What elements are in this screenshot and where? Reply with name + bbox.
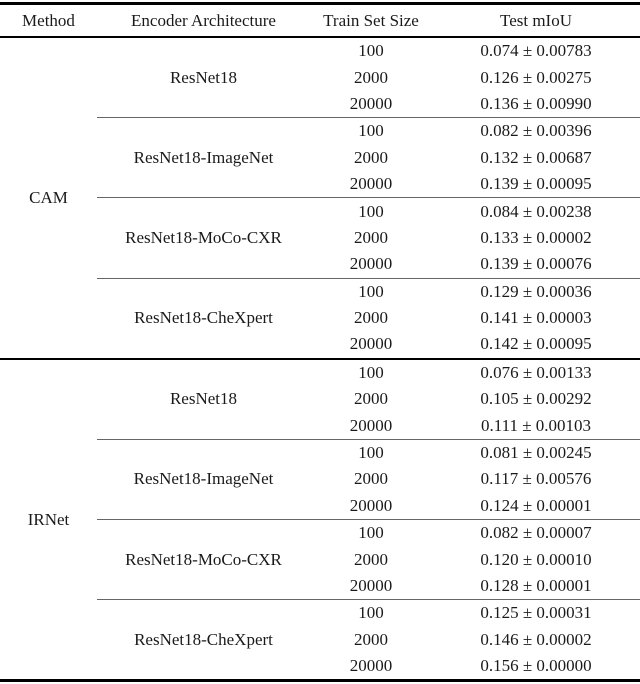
section-cam: CAM ResNet18 100 0.074 ± 0.00783 2000 0.… xyxy=(0,37,640,359)
table-row: CAM ResNet18 100 0.074 ± 0.00783 xyxy=(0,37,640,207)
train-size-cell: 20000 xyxy=(349,334,393,354)
miou-cell: 0.146 ± 0.00002 xyxy=(480,629,592,649)
col-header-method: Method xyxy=(0,2,97,38)
train-size-cell: 100 xyxy=(310,117,432,145)
table-row: 2000 0.120 ± 0.00010 xyxy=(0,546,640,572)
train-size-cell: 2000 xyxy=(354,147,388,167)
encoder-cell: ResNet18-MoCo-CXR xyxy=(97,197,310,279)
train-size-cell: 20000 xyxy=(349,495,393,515)
train-size-cell: 100 xyxy=(358,41,384,61)
train-size-cell: 20000 xyxy=(349,254,393,274)
table-row: 20000 0.156 ± 0.00000 xyxy=(0,653,640,681)
table-row: IRNet ResNet18 100 0.076 ± 0.00133 xyxy=(0,357,640,681)
miou-cell: 0.084 ± 0.00238 xyxy=(432,197,640,225)
miou-cell: 0.156 ± 0.00000 xyxy=(480,656,592,676)
train-size-cell: 100 xyxy=(310,599,432,627)
train-size-cell: 20000 xyxy=(349,93,393,113)
header-row: Method Encoder Architecture Train Set Si… xyxy=(0,2,640,38)
table-row: 20000 0.136 ± 0.00990 xyxy=(0,91,640,118)
train-size-cell: 20000 xyxy=(349,656,393,676)
table-row: ResNet18-MoCo-CXR 100 0.082 ± 0.00007 xyxy=(0,519,640,600)
miou-cell: 0.133 ± 0.00002 xyxy=(480,227,592,247)
train-size-cell: 20000 xyxy=(349,415,393,435)
table-row: ResNet18-CheXpert 100 0.125 ± 0.00031 xyxy=(0,599,640,681)
miou-cell: 0.082 ± 0.00007 xyxy=(432,519,640,547)
train-size-cell: 100 xyxy=(310,438,432,467)
col-header-miou: Test mIoU xyxy=(432,2,640,38)
table-row: ResNet18-CheXpert 100 0.129 ± 0.00036 xyxy=(0,277,640,359)
col-header-size: Train Set Size xyxy=(310,2,432,38)
miou-cell: 0.141 ± 0.00003 xyxy=(480,308,592,328)
miou-cell: 0.139 ± 0.00076 xyxy=(480,254,592,274)
train-size-cell: 2000 xyxy=(354,469,388,489)
table-row: 20000 0.128 ± 0.00001 xyxy=(0,573,640,600)
encoder-cell: ResNet18 xyxy=(169,67,238,87)
miou-cell: 0.125 ± 0.00031 xyxy=(432,599,640,627)
miou-cell: 0.132 ± 0.00687 xyxy=(480,147,592,167)
method-cell: CAM xyxy=(29,187,68,207)
miou-cell: 0.129 ± 0.00036 xyxy=(432,277,640,305)
train-size-cell: 20000 xyxy=(349,174,393,194)
miou-cell: 0.117 ± 0.00576 xyxy=(480,469,592,489)
miou-cell: 0.128 ± 0.00001 xyxy=(480,576,592,595)
miou-cell: 0.124 ± 0.00001 xyxy=(480,495,592,515)
table-row: 2000 0.133 ± 0.00002 xyxy=(0,225,640,251)
encoder-cell: ResNet18-CheXpert xyxy=(97,277,310,359)
train-size-cell: 100 xyxy=(310,277,432,305)
train-size-cell: 2000 xyxy=(354,389,388,409)
encoder-cell: ResNet18-MoCo-CXR xyxy=(97,519,310,600)
table-row: 20000 0.111 ± 0.00103 xyxy=(0,412,640,439)
table-row: 20000 0.139 ± 0.00095 xyxy=(0,171,640,198)
miou-cell: 0.136 ± 0.00990 xyxy=(480,93,592,113)
table-row: 2000 0.132 ± 0.00687 xyxy=(0,145,640,171)
miou-cell: 0.081 ± 0.00245 xyxy=(432,438,640,467)
table-row: ResNet18-ImageNet 100 0.082 ± 0.00396 xyxy=(0,117,640,198)
encoder-cell: ResNet18-CheXpert xyxy=(97,599,310,681)
table-row: ResNet18-MoCo-CXR 100 0.084 ± 0.00238 xyxy=(0,197,640,279)
train-size-cell: 100 xyxy=(310,357,432,387)
table-row: 2000 0.126 ± 0.00275 xyxy=(0,64,640,90)
miou-cell: 0.105 ± 0.00292 xyxy=(480,389,592,409)
miou-cell: 0.082 ± 0.00396 xyxy=(432,117,640,145)
train-size-cell: 2000 xyxy=(354,629,388,649)
miou-cell: 0.126 ± 0.00275 xyxy=(480,67,592,87)
table-row: 20000 0.142 ± 0.00095 xyxy=(0,331,640,358)
table-row: 20000 0.139 ± 0.00076 xyxy=(0,251,640,278)
table-row: 2000 0.105 ± 0.00292 xyxy=(0,386,640,412)
section-irnet: IRNet ResNet18 100 0.076 ± 0.00133 2000 … xyxy=(0,357,640,681)
col-header-encoder: Encoder Architecture xyxy=(97,2,310,38)
train-size-cell: 20000 xyxy=(349,576,393,595)
train-size-cell: 2000 xyxy=(354,227,388,247)
train-size-cell: 100 xyxy=(310,519,432,547)
encoder-cell: ResNet18 xyxy=(97,357,310,440)
table-row: ResNet18-ImageNet 100 0.081 ± 0.00245 xyxy=(0,438,640,520)
train-size-cell: 2000 xyxy=(354,67,388,87)
train-size-cell: 100 xyxy=(310,197,432,225)
miou-cell: 0.076 ± 0.00133 xyxy=(432,357,640,387)
miou-cell: 0.111 ± 0.00103 xyxy=(480,415,592,435)
table-row: 2000 0.141 ± 0.00003 xyxy=(0,305,640,331)
miou-cell: 0.142 ± 0.00095 xyxy=(480,334,592,354)
table-row: 2000 0.117 ± 0.00576 xyxy=(0,466,640,492)
encoder-cell: ResNet18-ImageNet xyxy=(97,117,310,198)
train-size-cell: 2000 xyxy=(354,308,388,328)
encoder-cell: ResNet18-ImageNet xyxy=(97,438,310,520)
miou-cell: 0.120 ± 0.00010 xyxy=(480,549,592,569)
train-size-cell: 2000 xyxy=(354,549,388,569)
miou-cell: 0.139 ± 0.00095 xyxy=(480,174,592,194)
miou-cell: 0.074 ± 0.00783 xyxy=(480,41,592,61)
table-row: 2000 0.146 ± 0.00002 xyxy=(0,627,640,653)
method-cell: IRNet xyxy=(0,357,97,681)
table-row: 20000 0.124 ± 0.00001 xyxy=(0,493,640,520)
